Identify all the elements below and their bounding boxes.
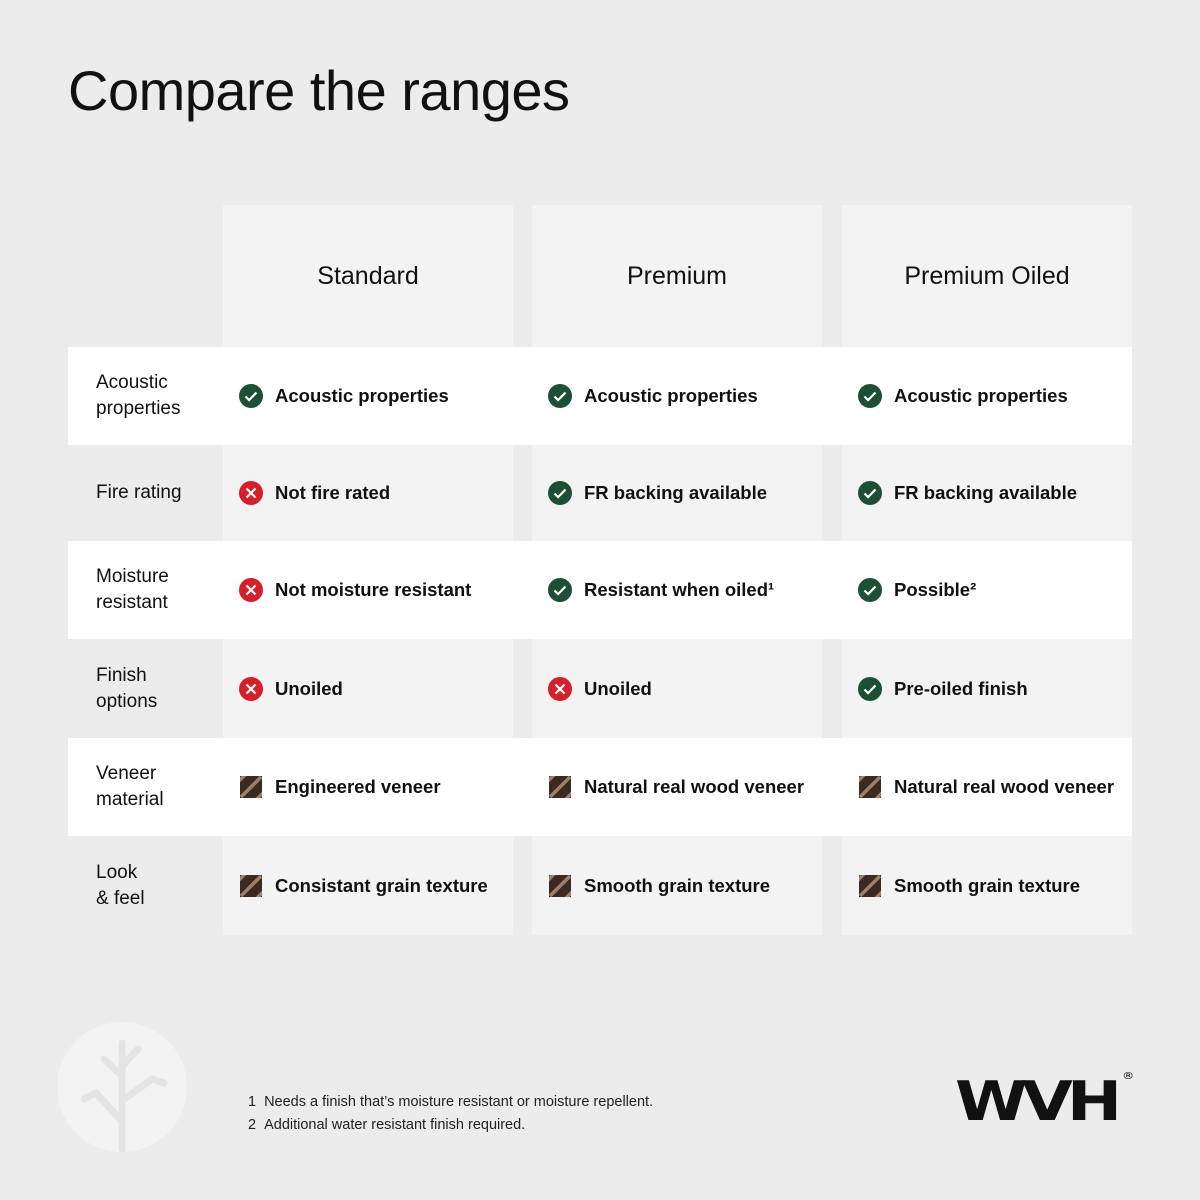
check-icon xyxy=(548,578,572,602)
cell-text: Natural real wood veneer xyxy=(584,776,805,797)
cell: Consistant grain texture xyxy=(239,836,488,935)
cell-text: Acoustic properties xyxy=(894,385,1068,406)
wood-icon xyxy=(549,776,571,798)
footnote-number: 2 xyxy=(248,1117,257,1133)
footnote-text: Needs a finish that’s moisture resistant… xyxy=(264,1094,654,1110)
footnote: 1 Needs a finish that’s moisture resistan… xyxy=(248,1094,653,1110)
column-header: Standard xyxy=(317,261,419,290)
cell-text: Not moisture resistant xyxy=(275,579,472,600)
logo-text: WVH xyxy=(955,1070,1122,1134)
cell-text: Acoustic properties xyxy=(275,385,449,406)
wood-icon xyxy=(240,776,262,798)
cell: Engineered veneer xyxy=(239,738,441,836)
check-icon xyxy=(858,384,882,408)
wood-icon xyxy=(549,874,571,897)
check-icon xyxy=(858,481,882,505)
cell-text: Unoiled xyxy=(584,677,652,699)
cross-icon xyxy=(239,578,263,602)
tree-icon xyxy=(57,1022,187,1153)
cross-icon xyxy=(239,481,263,505)
cell: Pre-oiled finish xyxy=(858,639,1028,738)
row-label: Veneer material xyxy=(96,763,164,810)
check-icon xyxy=(239,384,263,408)
cell-text: Consistant grain texture xyxy=(275,874,488,896)
cell-text: Not fire rated xyxy=(275,482,391,503)
cell: Smooth grain texture xyxy=(548,836,770,935)
check-icon xyxy=(548,384,572,408)
cell: Acoustic properties xyxy=(858,347,1068,445)
footnote-number: 1 xyxy=(248,1094,257,1110)
cell: Not moisture resistant xyxy=(239,541,471,639)
cross-icon xyxy=(239,676,263,701)
row-label: Moisture resistant xyxy=(96,566,169,613)
cell-text: Possible² xyxy=(894,579,977,600)
cell-text: Resistant when oiled¹ xyxy=(584,579,775,600)
footnote: 2 Additional water resistant finish requi… xyxy=(248,1117,525,1133)
cell-text: Acoustic properties xyxy=(584,385,758,406)
logo: WVH ® xyxy=(955,1070,1134,1133)
cell: Possible² xyxy=(858,541,976,639)
cell: Not fire rated xyxy=(239,445,390,541)
wood-icon xyxy=(859,776,881,798)
row-label: Acoustic properties xyxy=(96,372,181,419)
cell: FR backing available xyxy=(858,445,1077,541)
cell: Resistant when oiled¹ xyxy=(548,541,774,639)
cell-text: FR backing available xyxy=(584,482,768,503)
cell: Smooth grain texture xyxy=(858,836,1080,935)
cell: Natural real wood veneer xyxy=(858,738,1114,836)
wood-icon xyxy=(859,874,881,897)
wood-icon xyxy=(240,874,262,897)
column-header: Premium Oiled xyxy=(904,261,1070,290)
cell-text: Smooth grain texture xyxy=(584,874,771,896)
cell-text: FR backing available xyxy=(894,482,1078,503)
cross-icon xyxy=(548,676,572,701)
column-header: Premium xyxy=(626,261,727,290)
cell-text: Engineered veneer xyxy=(275,776,441,797)
logo-mark: ® xyxy=(1122,1070,1135,1082)
title: Compare the ranges xyxy=(68,59,570,122)
cell: FR backing available xyxy=(548,445,767,541)
cell-text: Smooth grain texture xyxy=(894,874,1081,896)
cell: Acoustic properties xyxy=(239,347,449,445)
row-label: Fire rating xyxy=(96,482,182,503)
check-icon xyxy=(858,578,882,602)
cell: Unoiled xyxy=(239,639,343,738)
cell-text: Natural real wood veneer xyxy=(894,776,1115,797)
check-icon xyxy=(548,481,572,505)
footnote-text: Additional water resistant finish requir… xyxy=(264,1117,526,1133)
cell-text: Pre-oiled finish xyxy=(894,677,1028,699)
cell: Acoustic properties xyxy=(548,347,758,445)
cell: Natural real wood veneer xyxy=(548,738,804,836)
check-icon xyxy=(858,676,882,701)
cell-text: Unoiled xyxy=(275,677,343,699)
row-label: Look & feel xyxy=(96,861,145,909)
cell: Unoiled xyxy=(548,639,652,738)
row-label: Finish options xyxy=(96,664,158,712)
